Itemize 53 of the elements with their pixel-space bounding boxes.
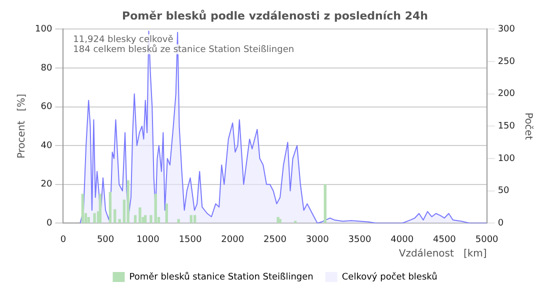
y2-tick-label: 100 [498, 154, 516, 164]
bar [324, 184, 326, 224]
y2-tick-label: 300 [498, 24, 516, 35]
bar [278, 218, 282, 224]
bar [150, 215, 152, 224]
bar [144, 215, 147, 224]
y2-tick-label: 0 [498, 218, 504, 229]
legend-label: Celkový počet blesků [342, 271, 438, 282]
bar [118, 218, 121, 224]
bar [276, 217, 280, 224]
y2-axis-title: Počet [522, 112, 534, 140]
x-tick-label: 3000 [306, 234, 330, 245]
bar [98, 194, 102, 224]
bar [138, 207, 142, 224]
x-tick-label: 1000 [136, 234, 160, 245]
x-tick-label: 2500 [264, 234, 287, 245]
legend-label: Poměr blesků stanice Station Steißlingen [129, 271, 314, 282]
bar [190, 215, 192, 224]
x-axis-title: Vzdálenost [km] [398, 248, 487, 260]
bar [194, 215, 196, 224]
bar [177, 218, 180, 224]
bar [154, 194, 157, 224]
y-tick-label: 60 [40, 102, 52, 112]
bar [93, 213, 96, 224]
chart-title: Poměr blesků podle vzdálenosti z posledních 24h [122, 9, 428, 22]
y2-tick-label: 250 [498, 56, 516, 67]
x-tick-label: 4000 [390, 234, 414, 245]
y-tick-label: 80 [40, 63, 52, 74]
bar [134, 215, 137, 224]
y2-tick-label: 200 [498, 89, 516, 100]
x-tick-label: 3500 [348, 234, 372, 245]
y-tick-label: 40 [40, 140, 52, 151]
bar [87, 217, 90, 224]
annotation: 11,924 blesky celkově [73, 34, 174, 46]
bar [165, 203, 168, 224]
x-tick-label: 2000 [221, 234, 244, 245]
x-tick-label: 5000 [475, 234, 499, 245]
bar [126, 180, 130, 224]
x-tick-label: 500 [96, 234, 114, 245]
x-tick-label: 1500 [178, 234, 202, 245]
y-tick-label: 100 [34, 24, 52, 35]
bar [81, 194, 84, 224]
x-tick-label: 0 [60, 234, 66, 245]
y-tick-label: 20 [40, 180, 52, 190]
bar [294, 220, 297, 224]
annotation: 184 celkem blesků ze stanice Station Steißlingen [73, 44, 294, 56]
bar [108, 192, 112, 224]
x-tick-label: 4500 [433, 234, 456, 245]
y2-tick-label: 150 [498, 122, 516, 132]
y2-tick-label: 50 [498, 186, 510, 196]
bar [114, 209, 116, 224]
y-axis-title: Procent [%] [16, 94, 28, 159]
y-tick-label: 0 [46, 218, 52, 229]
